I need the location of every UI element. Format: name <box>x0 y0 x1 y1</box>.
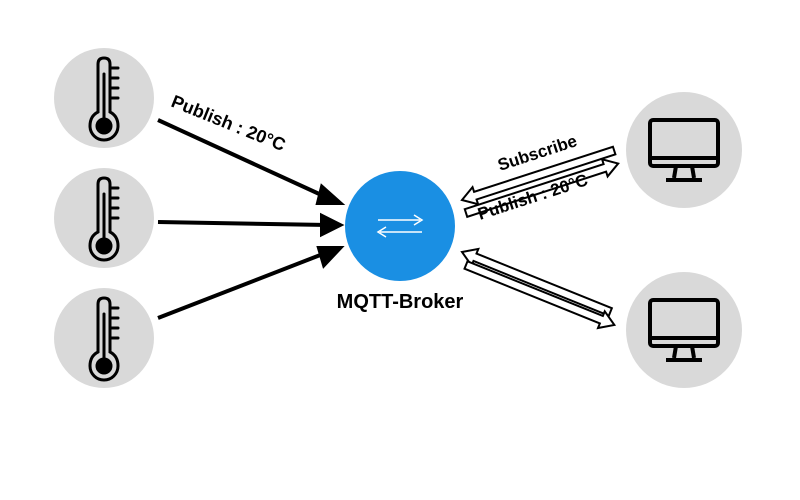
client-node-1 <box>626 92 742 208</box>
mqtt-diagram: Publish : 20°C MQTT-Broker Subscribe Pub… <box>0 0 800 500</box>
publish-label-top: Publish : 20°C <box>169 91 289 155</box>
publish-arrow-client2 <box>463 257 618 334</box>
client-node-2 <box>626 272 742 388</box>
broker-node <box>345 171 455 281</box>
publish-arrow-2 <box>158 216 340 234</box>
sensor-node-3 <box>54 288 154 388</box>
broker-label: MQTT-Broker <box>337 291 464 313</box>
sensor-node-1 <box>54 48 154 148</box>
subscribe-arrow-client2 <box>459 244 614 321</box>
publish-arrow-3 <box>158 248 340 318</box>
sensor-node-2 <box>54 168 154 268</box>
